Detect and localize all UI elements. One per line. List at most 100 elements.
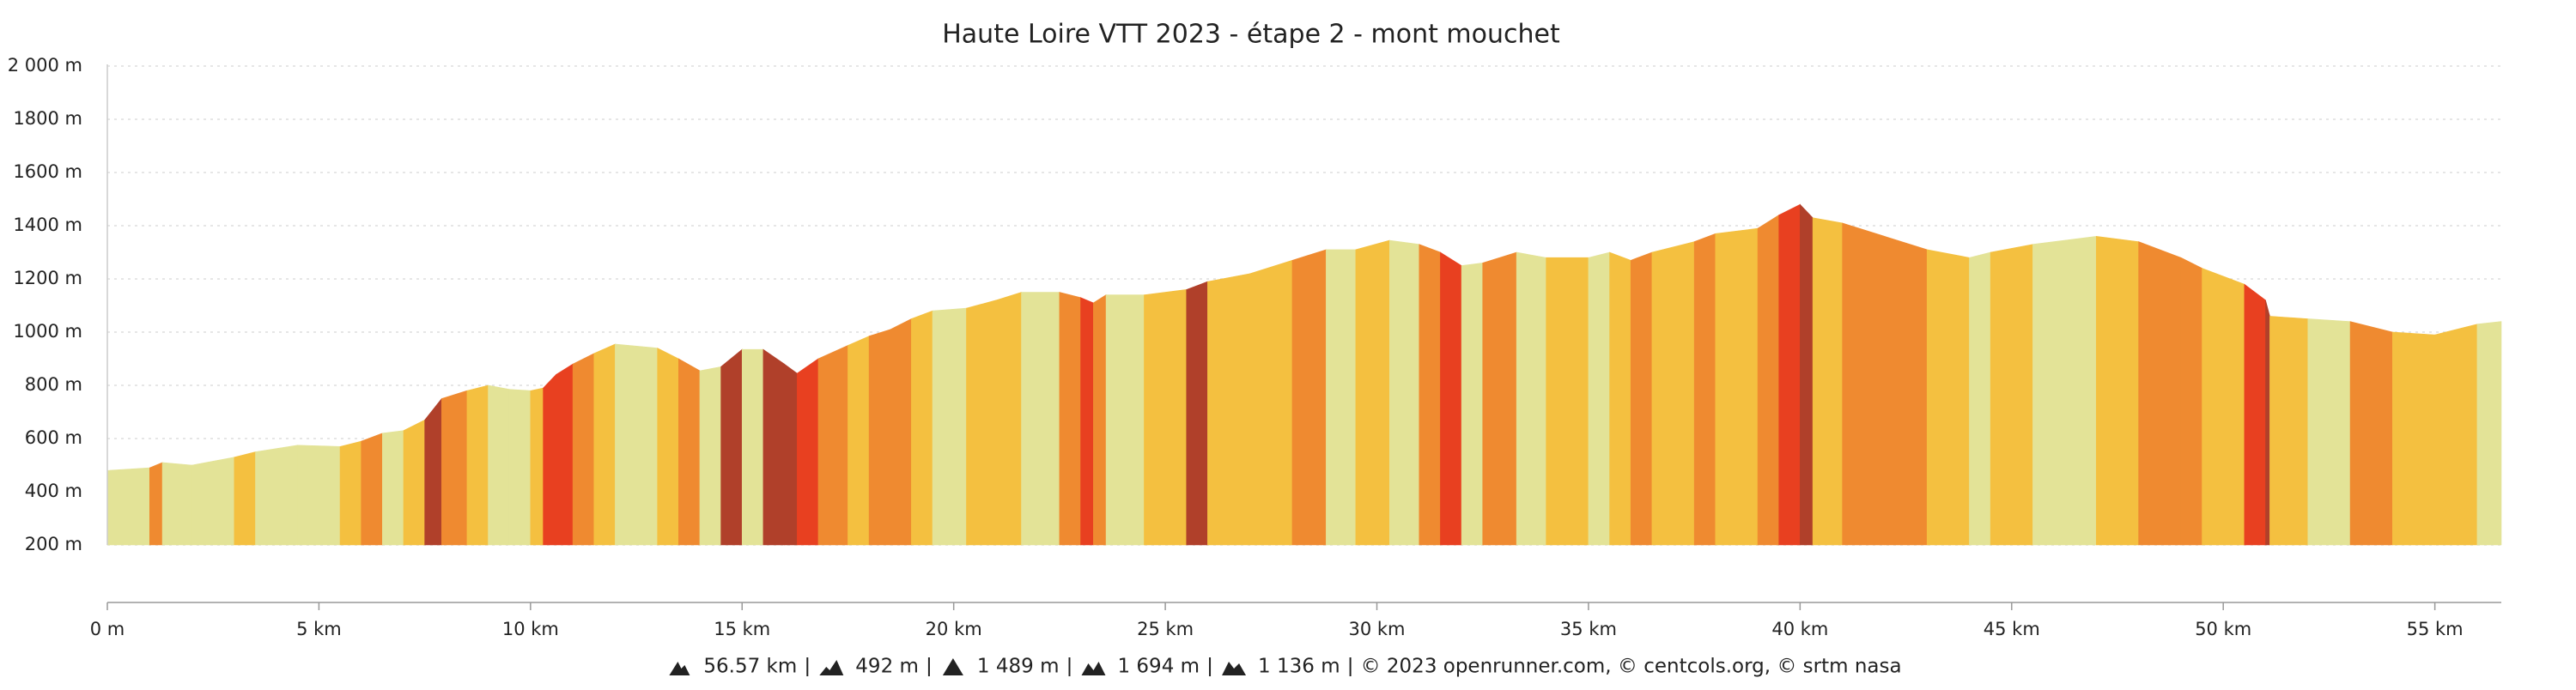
slope-segment — [106, 467, 150, 546]
slope-segment — [797, 358, 819, 546]
slope-segment — [1461, 263, 1484, 546]
slope-segment — [2032, 236, 2097, 546]
slope-segment — [1440, 251, 1462, 546]
slope-segment — [424, 397, 442, 546]
y-tick-label: 200 m — [25, 534, 82, 554]
stat-text: 1 489 m — [977, 656, 1060, 678]
slope-segment — [1800, 203, 1814, 546]
slope-segment — [966, 300, 997, 546]
slope-segment — [1884, 235, 1928, 546]
slope-segment — [699, 366, 721, 546]
slope-segment — [1326, 249, 1357, 546]
slope-segment — [2307, 318, 2351, 546]
slope-segment — [762, 348, 785, 546]
slope-segment — [817, 345, 848, 546]
slope-segment — [403, 419, 425, 546]
stat-text: 492 m — [855, 656, 919, 678]
slope-segment — [2476, 321, 2502, 546]
y-tick-label: 1600 m — [13, 161, 82, 182]
slope-segment — [1609, 251, 1631, 546]
slope-segment — [1842, 222, 1886, 546]
slope-segment — [234, 451, 256, 546]
slope-segment — [868, 329, 891, 546]
stat-text: 1 694 m — [1117, 656, 1200, 678]
slope-segment — [2269, 316, 2309, 546]
x-tick-label: 15 km — [714, 619, 770, 639]
slope-segment — [361, 433, 383, 546]
mountain — [1222, 662, 1247, 675]
slope-segment — [890, 318, 912, 546]
stat-icon — [942, 658, 963, 675]
y-tick-label: 1000 m — [13, 321, 82, 342]
mountain — [669, 662, 690, 675]
slope-segment — [1059, 292, 1081, 546]
slope-segment — [2096, 236, 2139, 546]
stat-text: 1 136 m — [1258, 656, 1340, 678]
stat-text: © 2023 openrunner.com, © centcols.org, ©… — [1361, 656, 1902, 678]
slope-segment — [191, 457, 235, 546]
slope-segment — [911, 310, 933, 546]
slope-segment — [161, 462, 192, 546]
slope-segment — [149, 462, 163, 546]
stat-icon — [1222, 662, 1247, 675]
x-tick-label: 40 km — [1771, 619, 1828, 639]
slope-segment — [1990, 244, 2033, 546]
mountain — [819, 660, 844, 675]
slope-segment — [1105, 294, 1145, 546]
slope-segment — [678, 358, 701, 546]
x-tick-label: 10 km — [502, 619, 559, 639]
slope-segment — [2434, 324, 2478, 546]
slope-segment — [1693, 233, 1716, 546]
slope-segment — [1778, 203, 1801, 546]
slope-segment — [1080, 297, 1094, 546]
slope-segment — [1926, 249, 1970, 546]
slope-segment — [255, 445, 299, 546]
y-tick-label: 600 m — [25, 427, 82, 448]
x-tick-label: 45 km — [1984, 619, 2040, 639]
slope-segment — [339, 440, 362, 546]
slope-segment — [556, 363, 574, 546]
mountain — [942, 658, 963, 675]
stat-text: 56.57 km — [703, 656, 797, 678]
slope-segment — [1249, 259, 1293, 546]
slope-segment — [441, 390, 468, 546]
slope-segment — [1969, 251, 1991, 546]
y-tick-label: 1800 m — [13, 108, 82, 129]
slope-segment — [615, 343, 658, 546]
slope-segment — [1389, 239, 1420, 546]
x-tick-label: 25 km — [1137, 619, 1194, 639]
x-tick-label: 50 km — [2195, 619, 2251, 639]
slope-segment — [508, 389, 532, 546]
stat-icon — [819, 660, 844, 675]
slope-segment — [1482, 251, 1517, 546]
mountain — [1081, 662, 1106, 675]
y-tick-label: 2 000 m — [8, 55, 82, 76]
slope-segment — [488, 384, 510, 546]
slope-segment — [1588, 251, 1610, 546]
y-tick-label: 1400 m — [13, 215, 82, 235]
slope-segment — [1144, 289, 1188, 546]
slope-segment — [995, 292, 1022, 546]
slope-segment — [741, 348, 764, 546]
slope-segment — [1207, 273, 1250, 546]
slope-segment — [530, 387, 544, 546]
slope-segment — [297, 445, 341, 546]
slope-segment — [848, 336, 870, 546]
x-tick-label: 55 km — [2407, 619, 2464, 639]
x-tick-label: 20 km — [926, 619, 982, 639]
slope-segment — [466, 384, 489, 546]
x-tick-label: 35 km — [1560, 619, 1617, 639]
slope-segment — [1021, 292, 1060, 546]
slope-segment — [572, 353, 595, 546]
slope-segment — [1419, 244, 1441, 546]
y-tick-label: 1200 m — [13, 268, 82, 288]
footer: 56.57 km 492 m 1 489 m 1 694 m 1 136 m © 2023… — [669, 656, 1902, 678]
slope-segment — [1291, 249, 1327, 546]
x-tick-label: 0 m — [90, 619, 125, 639]
slope-segment — [2202, 268, 2245, 546]
slope-segment — [1516, 251, 1546, 546]
slope-segment — [593, 343, 616, 546]
slope-segment — [932, 307, 967, 546]
x-tick-label: 5 km — [296, 619, 342, 639]
